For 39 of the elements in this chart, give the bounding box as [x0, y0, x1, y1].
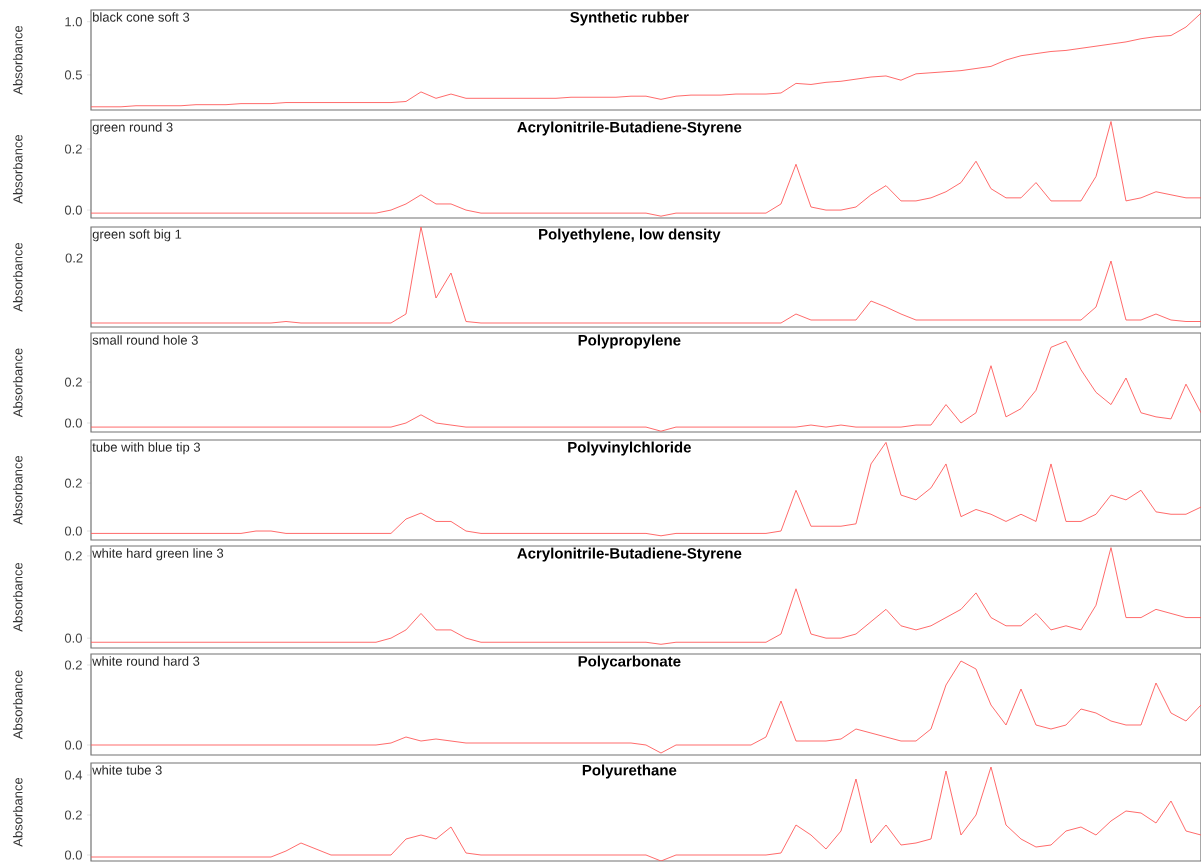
y-tick-label: 0.0: [64, 205, 82, 215]
y-tick-label: 0.0: [64, 418, 82, 428]
y-tick-label: 0.2: [64, 660, 82, 670]
annotation: white hard green line 3: [92, 548, 224, 561]
chart-title: Polyurethane: [582, 764, 677, 779]
annotation: black cone soft 3: [93, 12, 190, 22]
annotation: small round hole 3: [92, 335, 198, 345]
y-tick-label: 1.0: [65, 17, 82, 27]
y-tick-label: 0.2: [64, 144, 82, 154]
y-axis-title: Absorbance: [12, 25, 23, 95]
y-axis-title: Absorbance: [12, 134, 23, 204]
chart-title: Polypropylene: [578, 334, 681, 349]
annotation: white round hard 3: [92, 656, 200, 666]
y-tick-label: 0.2: [64, 810, 82, 820]
y-axis-title: Absorbance: [12, 562, 23, 632]
chart-title: Polyvinylchloride: [568, 441, 691, 456]
annotation: green round 3: [92, 122, 173, 135]
y-tick-label: 0.2: [64, 551, 82, 561]
chart-title: Acrylonitrile-Butadiene-Styrene: [517, 121, 742, 136]
y-tick-label: 0.0: [64, 526, 82, 536]
chart-title: Polyethylene, low density: [539, 228, 721, 243]
y-axis-title: Absorbance: [12, 348, 23, 418]
y-axis-title: Absorbance: [12, 455, 23, 525]
y-tick-label: 0.4: [64, 770, 83, 780]
y-tick-label: 0.0: [64, 850, 82, 860]
annotation: tube with blue tip 3: [92, 442, 201, 455]
chart-title: Acrylonitrile-Butadiene-Styrene: [517, 547, 742, 562]
y-tick-label: 0.0: [64, 633, 82, 643]
y-tick-label: 0.2: [64, 377, 82, 387]
y-tick-label: 0.2: [64, 478, 82, 488]
annotation: white tube 3: [92, 765, 162, 775]
annotation: green soft big 1: [92, 229, 182, 242]
chart-title: Synthetic rubber: [570, 11, 689, 26]
y-axis-title: Absorbance: [12, 670, 23, 740]
y-axis-title: Absorbance: [12, 242, 23, 312]
y-tick-label: 0.0: [64, 740, 82, 750]
y-axis-title: Absorbance: [12, 777, 23, 847]
y-tick-label: 0.5: [64, 70, 82, 80]
chart-title: Polycarbonate: [578, 655, 681, 670]
